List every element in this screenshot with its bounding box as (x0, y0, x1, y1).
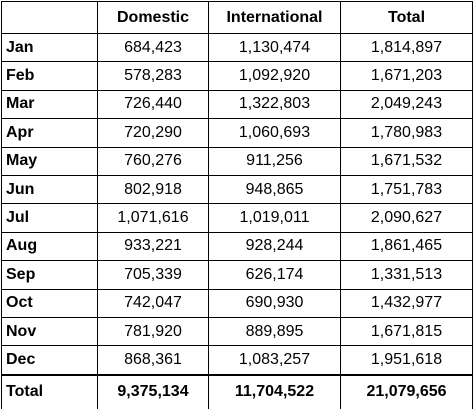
row-label: Apr (1, 118, 98, 148)
header-cell (1, 1, 98, 34)
row-label: Feb (1, 61, 98, 91)
table-cell: 1,671,815 (340, 316, 473, 347)
total-cell: 21,079,656 (340, 373, 473, 409)
table-cell: 1,083,257 (208, 345, 341, 376)
table-row: Aug 933,221 928,244 1,861,465 (1, 231, 473, 262)
header-cell: International (208, 1, 341, 34)
table-cell: 781,920 (97, 316, 209, 347)
row-label: Jan (1, 32, 98, 63)
header-cell: Total (340, 1, 473, 34)
table-row: Nov 781,920 889,895 1,671,815 (1, 316, 473, 347)
table-cell: 868,361 (97, 345, 209, 376)
table-cell: 1,071,616 (97, 203, 209, 233)
table-cell: 705,339 (97, 260, 209, 290)
table-row: Jan 684,423 1,130,474 1,814,897 (1, 32, 473, 63)
table-cell: 1,331,513 (340, 260, 473, 290)
row-label: May (1, 146, 98, 176)
table-cell: 889,895 (208, 316, 341, 347)
row-label: Jul (1, 203, 98, 233)
table-cell: 933,221 (97, 231, 209, 262)
row-label: Dec (1, 345, 98, 376)
table-cell: 742,047 (97, 288, 209, 318)
table-cell: 726,440 (97, 89, 209, 120)
table-cell: 1,322,803 (208, 89, 341, 120)
table-cell: 928,244 (208, 231, 341, 262)
table-cell: 948,865 (208, 174, 341, 205)
table-body: Jan 684,423 1,130,474 1,814,897 Feb 578,283 1,… (1, 32, 473, 409)
table-cell: 1,019,011 (208, 203, 341, 233)
table-cell: 1,060,693 (208, 118, 341, 148)
total-row: Total 9,375,134 11,704,522 21,079,656 (1, 373, 473, 409)
table-row: Jun 802,918 948,865 1,751,783 (1, 174, 473, 205)
table-cell: 720,290 (97, 118, 209, 148)
total-cell: 11,704,522 (208, 373, 341, 409)
row-label: Jun (1, 174, 98, 205)
table-row: Feb 578,283 1,092,920 1,671,203 (1, 61, 473, 91)
table-cell: 1,951,618 (340, 345, 473, 376)
table-cell: 1,432,977 (340, 288, 473, 318)
table-cell: 1,671,532 (340, 146, 473, 176)
table-row: Apr 720,290 1,060,693 1,780,983 (1, 118, 473, 148)
row-label: Sep (1, 260, 98, 290)
table-cell: 911,256 (208, 146, 341, 176)
table-cell: 1,130,474 (208, 32, 341, 63)
table-cell: 1,092,920 (208, 61, 341, 91)
table-cell: 1,780,983 (340, 118, 473, 148)
header-row: Domestic International Total (1, 1, 473, 34)
table-cell: 626,174 (208, 260, 341, 290)
table-cell: 2,090,627 (340, 203, 473, 233)
table-cell: 690,930 (208, 288, 341, 318)
table-cell: 1,751,783 (340, 174, 473, 205)
row-label: Aug (1, 231, 98, 262)
table-cell: 760,276 (97, 146, 209, 176)
table-cell: 578,283 (97, 61, 209, 91)
header-cell: Domestic (97, 1, 209, 34)
table-cell: 802,918 (97, 174, 209, 205)
table-cell: 2,049,243 (340, 89, 473, 120)
table-row: May 760,276 911,256 1,671,532 (1, 146, 473, 176)
table-row: Jul 1,071,616 1,019,011 2,090,627 (1, 203, 473, 233)
row-label: Mar (1, 89, 98, 120)
row-label: Nov (1, 316, 98, 347)
row-label: Oct (1, 288, 98, 318)
total-cell: 9,375,134 (97, 373, 209, 409)
table-row: Dec 868,361 1,083,257 1,951,618 (1, 345, 473, 376)
table-row: Oct 742,047 690,930 1,432,977 (1, 288, 473, 318)
table-row: Mar 726,440 1,322,803 2,049,243 (1, 89, 473, 120)
table-cell: 1,814,897 (340, 32, 473, 63)
row-label: Total (1, 373, 98, 409)
table-row: Sep 705,339 626,174 1,331,513 (1, 260, 473, 290)
table-cell: 1,671,203 (340, 61, 473, 91)
table-cell: 1,861,465 (340, 231, 473, 262)
table-cell: 684,423 (97, 32, 209, 63)
